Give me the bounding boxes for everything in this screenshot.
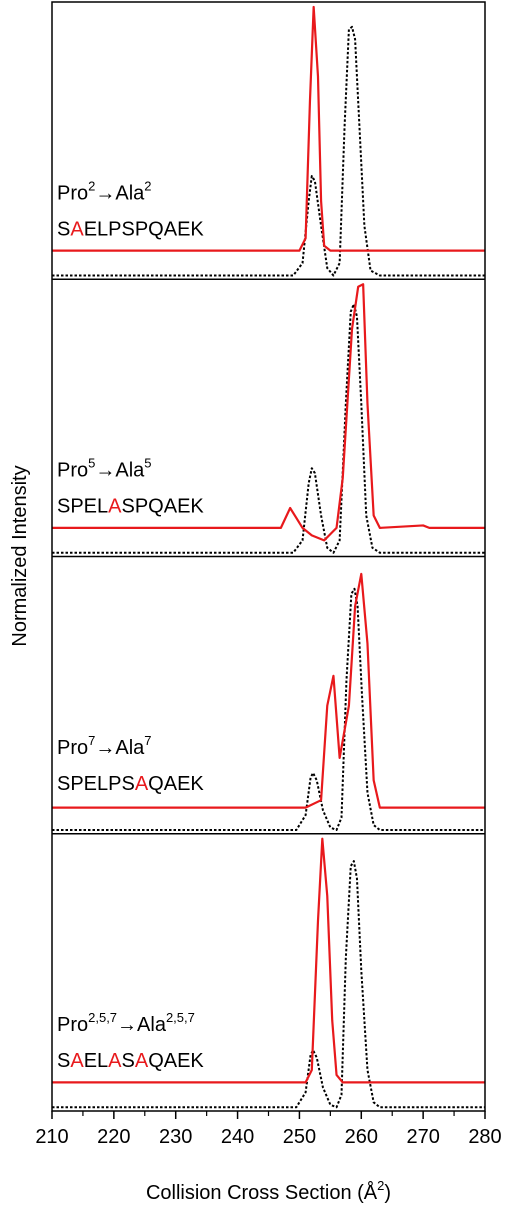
trace [52,837,485,1084]
trace [52,5,485,252]
trace [52,303,485,554]
text-part: ) [384,1182,391,1204]
text-part: 2 [377,1178,384,1193]
text-part: →Ala [95,182,145,204]
x-tick-label: 210 [35,1126,68,1148]
x-tick-label: 230 [159,1126,192,1148]
sequence-label: SAELPSPQAEK [57,218,204,240]
text-part: Pro [57,737,88,759]
text-part: 5 [144,456,151,471]
text-part: A [135,1050,149,1072]
panel-label: Pro5→Ala5 [57,456,152,482]
x-tick-label: 280 [468,1126,501,1148]
text-part: 5 [88,456,95,471]
panel-label: Pro2,5,7→Ala2,5,7 [57,1010,195,1036]
trace [52,572,485,809]
text-part: 2,5,7 [166,1010,195,1025]
text-part: ELPSPQAEK [84,218,205,240]
trace [52,283,485,542]
text-part: S [122,1050,135,1072]
sequence-label: SPELPSAQAEK [57,773,204,795]
text-part: SPQAEK [122,496,205,518]
x-tick-label: 260 [345,1126,378,1148]
text-part: SPEL [57,496,108,518]
text-part: EL [84,1050,108,1072]
x-tick-label: 250 [283,1126,316,1148]
text-part: SPELPS [57,773,135,795]
panel-label: Pro7→Ala7 [57,733,152,759]
text-part: Pro [57,182,88,204]
text-part: 7 [88,733,95,748]
text-part: Pro [57,460,88,482]
trace [52,587,485,832]
sequence-label: SPELASPQAEK [57,496,204,518]
text-part: 7 [144,733,151,748]
sequence-label: SAELASAQAEK [57,1050,204,1072]
y-axis-label: Normalized Intensity [9,465,31,646]
x-tick-label: 270 [406,1126,439,1148]
text-part: QAEK [148,773,204,795]
text-part: A [108,496,122,518]
text-part: A [108,1050,122,1072]
text-part: S [57,1050,70,1072]
text-part: QAEK [148,1050,204,1072]
text-part: →Ala [117,1014,167,1036]
x-tick-label: 220 [97,1126,130,1148]
trace [52,860,485,1109]
panel-label: Pro2→Ala2 [57,178,152,204]
text-part: 2,5,7 [88,1010,117,1025]
text-part: A [70,1050,84,1072]
text-part: 2 [88,178,95,193]
text-part: Collision Cross Section (Å [146,1181,378,1204]
text-part: A [70,218,84,240]
x-axis-label: Collision Cross Section (Å2) [146,1178,391,1204]
text-part: S [57,218,70,240]
text-part: →Ala [95,460,145,482]
text-part: →Ala [95,737,145,759]
text-part: Pro [57,1014,88,1036]
text-part: A [135,773,149,795]
text-part: 2 [144,178,151,193]
x-tick-label: 240 [221,1126,254,1148]
